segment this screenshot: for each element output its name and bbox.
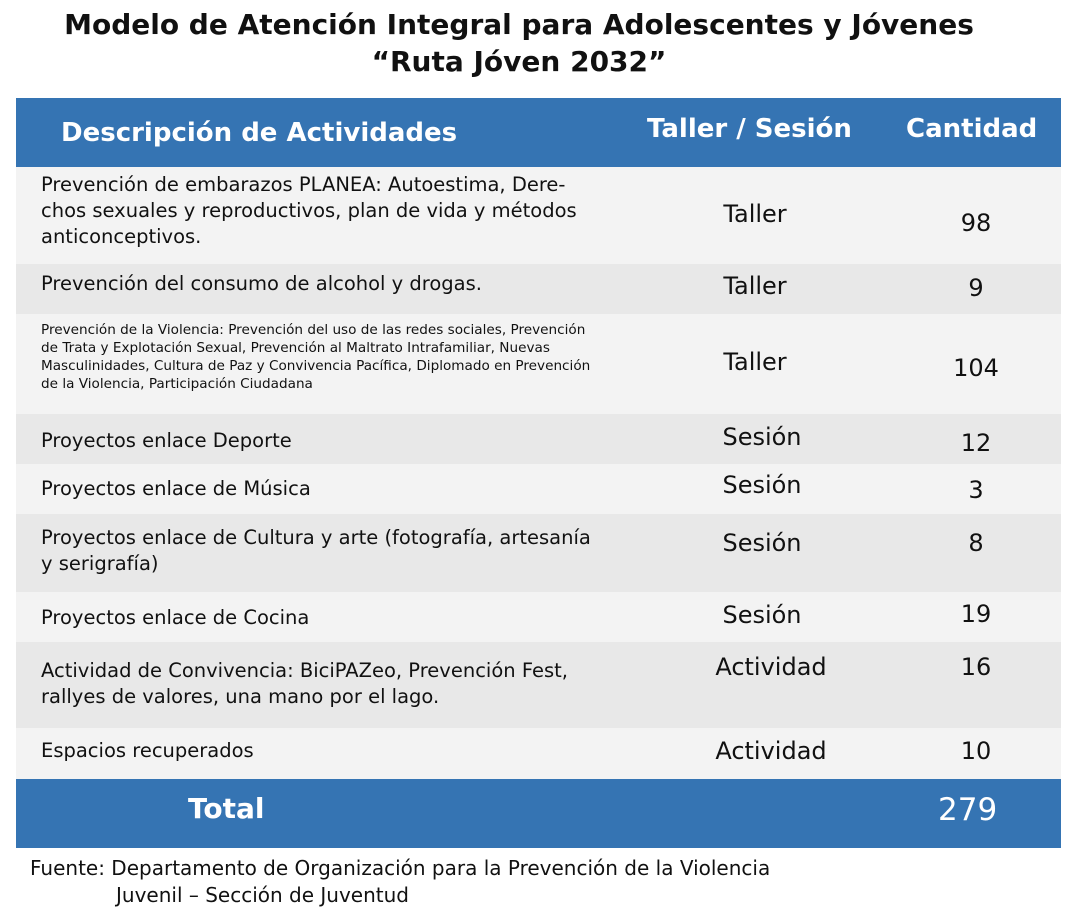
row-description: Proyectos enlace de Cultura y arte (foto… [41,525,681,577]
description-line: Actividad de Convivencia: BiciPAZeo, Pre… [41,659,568,682]
description-line: Prevención de la Violencia: Prevención d… [41,322,586,338]
title-line-1: Modelo de Atención Integral para Adolesc… [64,8,974,41]
total-row: Total 279 [16,779,1061,848]
description-line: de la Violencia, Participación Ciudadana [41,376,313,392]
row-type: Sesión [722,423,802,451]
description-line: rallyes de valores, una mano por el lago… [41,685,440,708]
row-type: Sesión [722,601,802,629]
row-description: Espacios recuperados [41,738,651,764]
row-description: Actividad de Convivencia: BiciPAZeo, Pre… [41,658,651,710]
description-line: chos sexuales y reproductivos, plan de v… [41,199,577,222]
row-quantity: 8 [968,529,984,557]
row-description: Proyectos enlace de Música [41,476,651,502]
header-quantity: Cantidad [906,114,1038,144]
row-type: Actividad [715,653,827,681]
row-quantity: 12 [960,429,992,457]
table-row: Proyectos enlace Deporte Sesión 12 [16,414,1061,464]
activities-table: Descripción de Actividades Taller / Sesi… [16,98,1061,848]
row-description: Prevención del consumo de alcohol y drog… [41,271,651,297]
row-quantity: 9 [968,274,984,302]
description-line: Proyectos enlace de Cocina [41,606,310,629]
source-line-1: Fuente: Departamento de Organización par… [30,856,771,880]
row-type: Taller [723,348,787,376]
description-line: Prevención de embarazos PLANEA: Autoesti… [41,173,566,196]
table-row: Prevención de embarazos PLANEA: Autoesti… [16,167,1061,264]
source-line-2: Juvenil – Sección de Juventud [116,883,409,907]
table-row: Prevención de la Violencia: Prevención d… [16,314,1061,414]
row-quantity: 19 [960,600,992,628]
description-line: Espacios recuperados [41,739,254,762]
table-row: Prevención del consumo de alcohol y drog… [16,264,1061,314]
header-type: Taller / Sesión [647,114,852,144]
source-note: Fuente: Departamento de Organización par… [30,855,770,909]
page-title: Modelo de Atención Integral para Adolesc… [0,6,1038,80]
row-type: Sesión [722,471,802,499]
title-line-2: “Ruta Jóven 2032” [371,45,667,78]
row-type: Sesión [722,529,802,557]
description-line: anticonceptivos. [41,225,202,248]
row-description: Proyectos enlace de Cocina [41,605,651,631]
total-value: 279 [938,792,998,828]
table-row: Actividad de Convivencia: BiciPAZeo, Pre… [16,642,1061,728]
row-quantity: 10 [960,737,992,765]
row-quantity: 98 [960,209,992,237]
description-line: de Trata y Explotación Sexual, Prevenció… [41,340,550,356]
row-type: Taller [723,272,787,300]
row-type: Taller [723,200,787,228]
header-description: Descripción de Actividades [61,118,458,148]
row-quantity: 16 [960,653,992,681]
description-line: Proyectos enlace de Música [41,477,311,500]
table-row: Proyectos enlace de Música Sesión 3 [16,464,1061,514]
row-description: Prevención de la Violencia: Prevención d… [41,321,651,393]
description-line: Proyectos enlace Deporte [41,429,292,452]
table-row: Proyectos enlace de Cultura y arte (foto… [16,514,1061,592]
row-quantity: 3 [968,476,984,504]
total-label: Total [188,792,265,825]
table-header: Descripción de Actividades Taller / Sesi… [16,98,1061,167]
row-description: Prevención de embarazos PLANEA: Autoesti… [41,172,651,250]
row-quantity: 104 [953,354,999,382]
description-line: Prevención del consumo de alcohol y drog… [41,272,482,295]
description-line: Proyectos enlace de Cultura y arte (foto… [41,526,591,549]
table-row: Espacios recuperados Actividad 10 [16,728,1061,779]
table-row: Proyectos enlace de Cocina Sesión 19 [16,592,1061,642]
row-description: Proyectos enlace Deporte [41,428,651,454]
row-type: Actividad [715,737,827,765]
description-line: Masculinidades, Cultura de Paz y Convive… [41,358,591,374]
description-line: y serigrafía) [41,552,159,575]
